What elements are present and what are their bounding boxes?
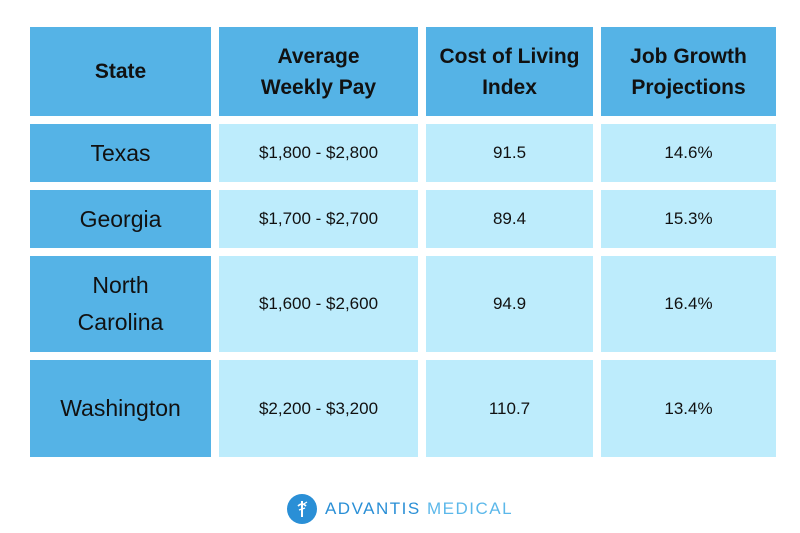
- pay-washington: $2,200 - $3,200: [219, 360, 418, 457]
- growth-texas: 14.6%: [601, 124, 776, 182]
- state-texas: Texas: [30, 124, 211, 182]
- col-georgia: 89.4: [426, 190, 593, 248]
- pay-texas: $1,800 - $2,800: [219, 124, 418, 182]
- pay-comparison-table: State Average Weekly Pay Cost of Living …: [30, 27, 776, 457]
- growth-north-carolina: 16.4%: [601, 256, 776, 352]
- brand-name: ADVANTIS MEDICAL: [325, 499, 513, 519]
- brand-part1: ADVANTIS: [324, 499, 421, 518]
- col-washington: 110.7: [426, 360, 593, 457]
- brand-part2: MEDICAL: [426, 499, 514, 518]
- pay-north-carolina: $1,600 - $2,600: [219, 256, 418, 352]
- col-texas: 91.5: [426, 124, 593, 182]
- state-north-carolina: North Carolina: [30, 256, 211, 352]
- state-georgia: Georgia: [30, 190, 211, 248]
- header-job-growth-projections: Job Growth Projections: [601, 27, 776, 116]
- header-state: State: [30, 27, 211, 116]
- header-cost-of-living-index: Cost of Living Index: [426, 27, 593, 116]
- growth-washington: 13.4%: [601, 360, 776, 457]
- growth-georgia: 15.3%: [601, 190, 776, 248]
- header-average-weekly-pay: Average Weekly Pay: [219, 27, 418, 116]
- advantis-logo-icon: [286, 494, 317, 524]
- footer-brand: ADVANTIS MEDICAL: [0, 492, 800, 526]
- col-north-carolina: 94.9: [426, 256, 593, 352]
- pay-georgia: $1,700 - $2,700: [219, 190, 418, 248]
- state-washington: Washington: [30, 360, 211, 457]
